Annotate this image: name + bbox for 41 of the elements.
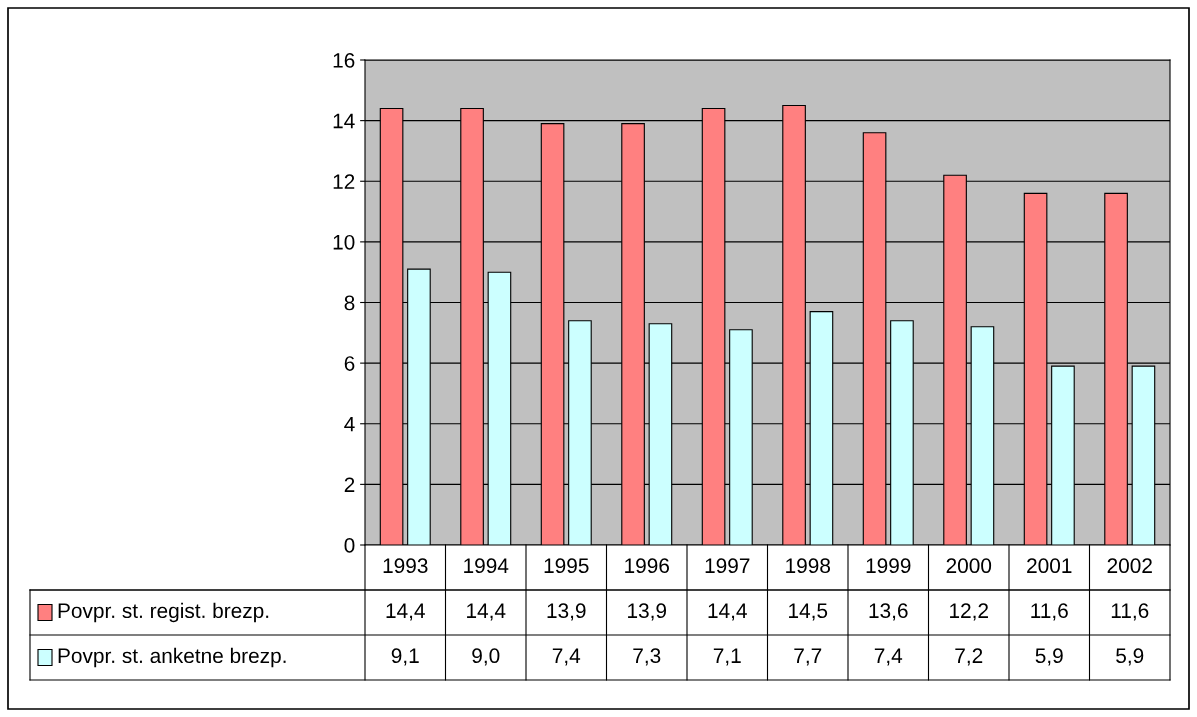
data-label: 7,7 xyxy=(794,648,822,666)
x-tick-label: 2002 xyxy=(1107,558,1152,574)
data-label: 5,9 xyxy=(1035,648,1063,666)
data-label: 14,5 xyxy=(789,603,828,621)
x-tick-label: 2001 xyxy=(1027,558,1072,574)
data-label: 7,2 xyxy=(955,648,983,666)
data-label: 7,4 xyxy=(552,648,581,666)
x-tick-label: 1999 xyxy=(866,558,911,574)
legend-label: Povpr. st. regist. brezp. xyxy=(58,602,269,623)
data-label: 12,2 xyxy=(950,603,988,621)
y-tick-label: 12 xyxy=(333,174,355,189)
y-tick-label: 2 xyxy=(344,477,355,492)
x-tick-label: 1997 xyxy=(705,558,750,574)
data-label: 14,4 xyxy=(386,603,425,621)
x-tick-label: 1995 xyxy=(544,558,589,574)
y-tick-label: 14 xyxy=(333,113,355,129)
data-label: 7,1 xyxy=(713,648,741,666)
legend-label: Povpr. st. anketne brezp. xyxy=(58,647,286,668)
data-label: 9,0 xyxy=(472,648,500,666)
data-label: 14,4 xyxy=(467,603,506,621)
y-tick-label: 6 xyxy=(344,356,355,371)
y-tick-label: 8 xyxy=(344,295,355,311)
y-tick-label: 16 xyxy=(333,53,355,68)
data-label: 7,4 xyxy=(874,648,903,666)
data-label: 9,1 xyxy=(391,648,419,666)
x-tick-label: 1994 xyxy=(464,558,509,574)
y-tick-label: 0 xyxy=(344,538,355,553)
x-tick-label: 1996 xyxy=(625,558,670,574)
data-label: 11,6 xyxy=(1031,603,1068,621)
data-label: 13,9 xyxy=(547,603,586,621)
y-tick-label: 4 xyxy=(344,416,355,432)
data-label: 14,4 xyxy=(708,603,747,621)
x-tick-label: 1993 xyxy=(383,558,428,574)
data-label: 13,6 xyxy=(869,603,908,621)
data-label: 7,3 xyxy=(633,648,661,666)
x-tick-label: 2000 xyxy=(946,558,992,574)
data-label: 5,9 xyxy=(1116,648,1144,666)
x-tick-label: 1998 xyxy=(786,558,831,574)
data-label: 13,9 xyxy=(628,603,667,621)
data-label: 11,6 xyxy=(1111,603,1149,621)
y-tick-label: 10 xyxy=(333,234,355,250)
